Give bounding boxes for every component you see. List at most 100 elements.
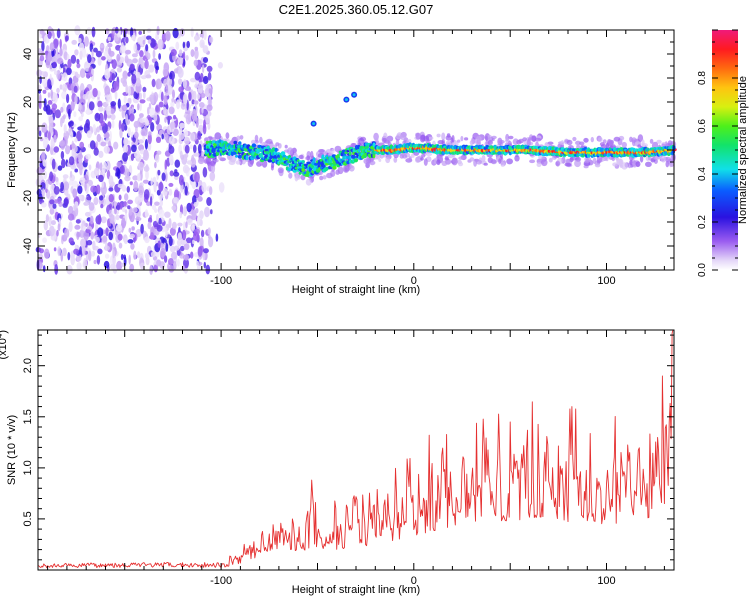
spectrogram-noise-blob [109,214,115,224]
spectrogram-noise-blob [57,57,64,65]
spectrogram-noise-blob [142,86,147,93]
spectrogram-noise-blob [188,91,192,102]
spectrogram-noise-blob [139,262,145,270]
spectrogram-noise-blob [159,199,163,207]
spectrogram-noise-blob [99,44,104,49]
spectrogram-noise-blob [169,227,176,236]
spectrogram-noise-blob [49,225,55,237]
spectrogram-noise-blob [53,146,60,153]
spectrogram-trace-halo [579,141,585,146]
spectrogram-trace-halo [469,157,475,162]
spectrogram-trace-halo [310,150,314,159]
spectrogram-noise-blob [43,98,47,108]
spectrogram-noise-blob [51,220,56,226]
spectrogram-noise-blob [48,122,54,133]
spectrogram-noise-blob [117,98,121,109]
y-tick-label: 0 [22,147,34,153]
spectrogram-trace [202,91,677,186]
spectrogram-noise-blob [62,72,68,82]
spectrogram-noise-blob [142,179,149,184]
spectrogram-noise-blob [62,114,66,120]
spectrogram-noise-blob [157,39,164,50]
spectrogram-noise-blob [173,189,180,200]
spectrogram-noise-blob [151,78,156,88]
spectrogram-noise-blob [107,36,111,42]
spectrogram-trace-halo [516,139,522,145]
spectrogram-trace-halo [629,136,633,143]
spectrogram-trace-halo [423,158,428,166]
spectrogram-noise-blob [140,62,146,69]
spectrogram-noise-blob [41,40,45,52]
spectrogram-trace-halo [318,149,325,153]
spectrogram-noise-blob [155,104,161,113]
y-tick-label: 40 [22,48,34,60]
spectrogram-noise-blob [115,224,123,232]
spectrogram-trace-halo [451,135,455,143]
spectrogram-noise-blob [124,168,130,179]
spectrogram-noise-blob [208,95,212,105]
spectrogram-noise-blob [79,68,86,79]
x-tick-label: 0 [411,575,417,587]
spectrogram-trace-halo [464,137,469,141]
spectrogram-noise-blob [152,204,157,211]
spectrogram-trace-cell [258,155,263,158]
spectrogram-trace-cell [207,142,212,147]
spectrogram-x-ticks: -100 0 100 [47,30,665,287]
spectrogram-noise-blob [200,92,206,99]
spectrogram-noise-blob [143,165,150,172]
spectrogram-trace-halo [451,157,458,166]
spectrogram-trace-halo [500,161,506,167]
spectrogram-noise-blob [180,245,185,252]
spectrogram-noise-blob [123,95,127,104]
spectrogram-noise-blob [118,242,123,249]
spectrogram-trace-halo [498,139,505,144]
spectrogram-noise-blob [183,243,190,251]
spectrogram-noise-blob [76,62,81,69]
spectrogram-noise-blob [77,126,84,131]
spectrogram-noise-blob [175,41,180,50]
spectrogram-noise-blob [201,64,205,73]
spectrogram-noise-blob [70,100,75,111]
spectrogram-outlier-core [344,98,348,102]
spectrogram-noise-blob [56,229,59,237]
colorbar-label: Normalized spectral amplitude [737,76,749,224]
spectrogram-noise-blob [43,248,50,259]
spectrogram-noise-blob [197,196,203,202]
spectrogram-noise-blob [144,209,149,218]
spectrogram-noise-blob [42,159,48,167]
spectrogram-noise-blob [149,196,153,207]
spectrogram-trace-halo [410,153,415,158]
spectrogram-noise-blob [42,89,47,94]
spectrogram-trace-halo [629,159,633,165]
spectrogram-trace-halo [555,160,561,167]
spectrogram-noise-blob [115,44,122,51]
spectrogram-trace-cell [348,151,352,156]
spectrogram-noise-blob [198,102,205,108]
spectrogram-noise-blob [109,203,112,209]
spectrogram-noise-blob [139,113,144,118]
spectrogram-trace-halo [490,159,497,164]
spectrogram-noise-blob [45,214,50,223]
spectrogram-trace-cell [271,147,276,152]
spectrogram-noise-blob [132,175,139,181]
spectrogram-noise-region [35,25,225,275]
spectrogram-noise-blob [177,57,184,65]
spectrogram-noise-blob [190,157,197,168]
spectrogram-trace-halo [437,140,444,145]
spectrogram-noise-blob [91,48,94,58]
spectrogram-noise-blob [68,180,74,186]
spectrogram-noise-blob [194,46,199,51]
spectrogram-noise-blob [143,150,150,161]
spectrogram-noise-blob [78,42,85,52]
spectrogram-noise-blob [135,77,141,87]
colorbar-tick-label: 0.4 [697,167,708,181]
spectrogram-noise-blob [199,39,205,49]
spectrogram-noise-blob [202,167,208,178]
spectrogram-noise-blob [85,108,91,115]
spectrogram-noise-blob [76,58,80,64]
spectrogram-trace-halo [536,162,542,168]
spectrogram-noise-blob [105,131,110,138]
spectrogram-noise-blob [88,101,95,111]
spectrogram-noise-blob [157,240,161,248]
